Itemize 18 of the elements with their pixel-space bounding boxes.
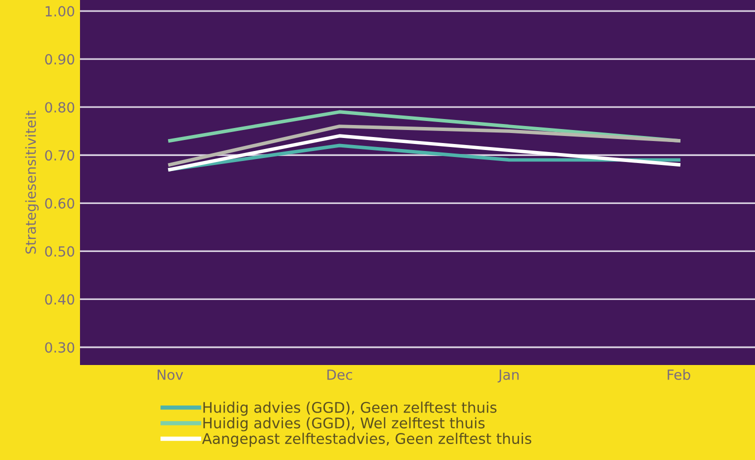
y-tick-label: 0.40 xyxy=(45,294,74,305)
legend-label: Aangepast zelftestadvies, Geen zelftest thuis xyxy=(202,432,532,447)
y-tick-label: 1.00 xyxy=(46,6,74,17)
y-axis-title: Strategiesensitiviteit xyxy=(25,110,39,254)
y-tick-label: 0.80 xyxy=(45,102,74,113)
y-tick-label: 0.50 xyxy=(45,246,74,257)
y-tick-label: 0.60 xyxy=(45,198,74,209)
y-tick-label: 0.90 xyxy=(45,54,74,65)
y-tick-label: 0.70 xyxy=(45,150,74,161)
y-tick-label: 0.30 xyxy=(45,342,74,353)
x-tick-label: Feb xyxy=(668,369,690,380)
x-tick-label: Dec xyxy=(327,370,352,380)
x-tick-label: Nov xyxy=(158,370,184,380)
legend-label: Huidig advies (GGD), Wel zelftest thuis xyxy=(203,417,485,432)
line-series xyxy=(168,134,680,172)
legend-label: Huidig advies (GGD), Geen zelftest thuis xyxy=(203,402,496,416)
line-series xyxy=(168,124,680,166)
x-tick-label: Jan xyxy=(498,370,519,382)
